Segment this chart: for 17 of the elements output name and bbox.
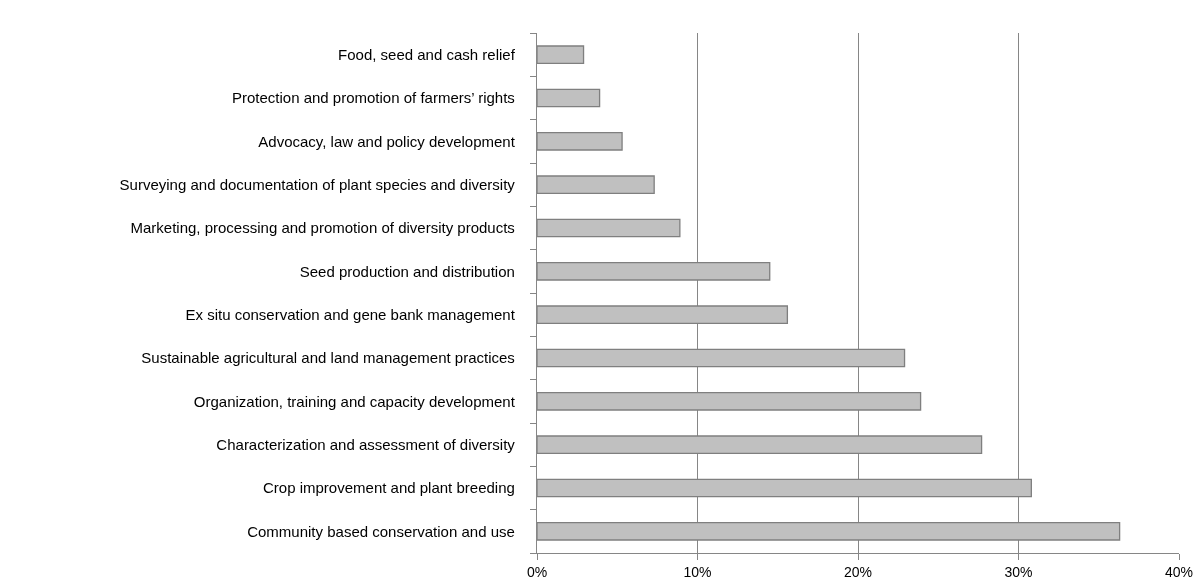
y-tick-label: Protection and promotion of farmers’ rights [231,89,515,107]
x-tick-label: 40% [1164,563,1194,580]
y-tick-label: Crop improvement and plant breeding [263,479,515,497]
y-tick-label: Characterization and assessment of diversity [216,435,516,453]
x-tick-label: 30% [1004,563,1033,580]
y-tick-label: Surveying and documentation of plant species and diversity [119,175,516,193]
y-tick-label: Advocacy, law and policy development [258,132,516,150]
x-tick-label: 10% [683,563,712,580]
y-tick-label: Ex situ conservation and gene bank management [185,305,516,323]
y-tick-label: Community based conservation and use [247,522,515,540]
y-tick-label: Marketing, processing and promotion of diversity products [130,219,515,237]
y-tick-label: Food, seed and cash relief [338,45,516,63]
y-tick-label: Sustainable agricultural and land management practices [141,349,515,367]
y-tick-label: Seed production and distribution [299,262,515,280]
x-tick-label: 0% [526,563,548,580]
y-tick-label: Organization, training and capacity development [193,392,516,410]
x-tick-label: 20% [843,563,873,580]
